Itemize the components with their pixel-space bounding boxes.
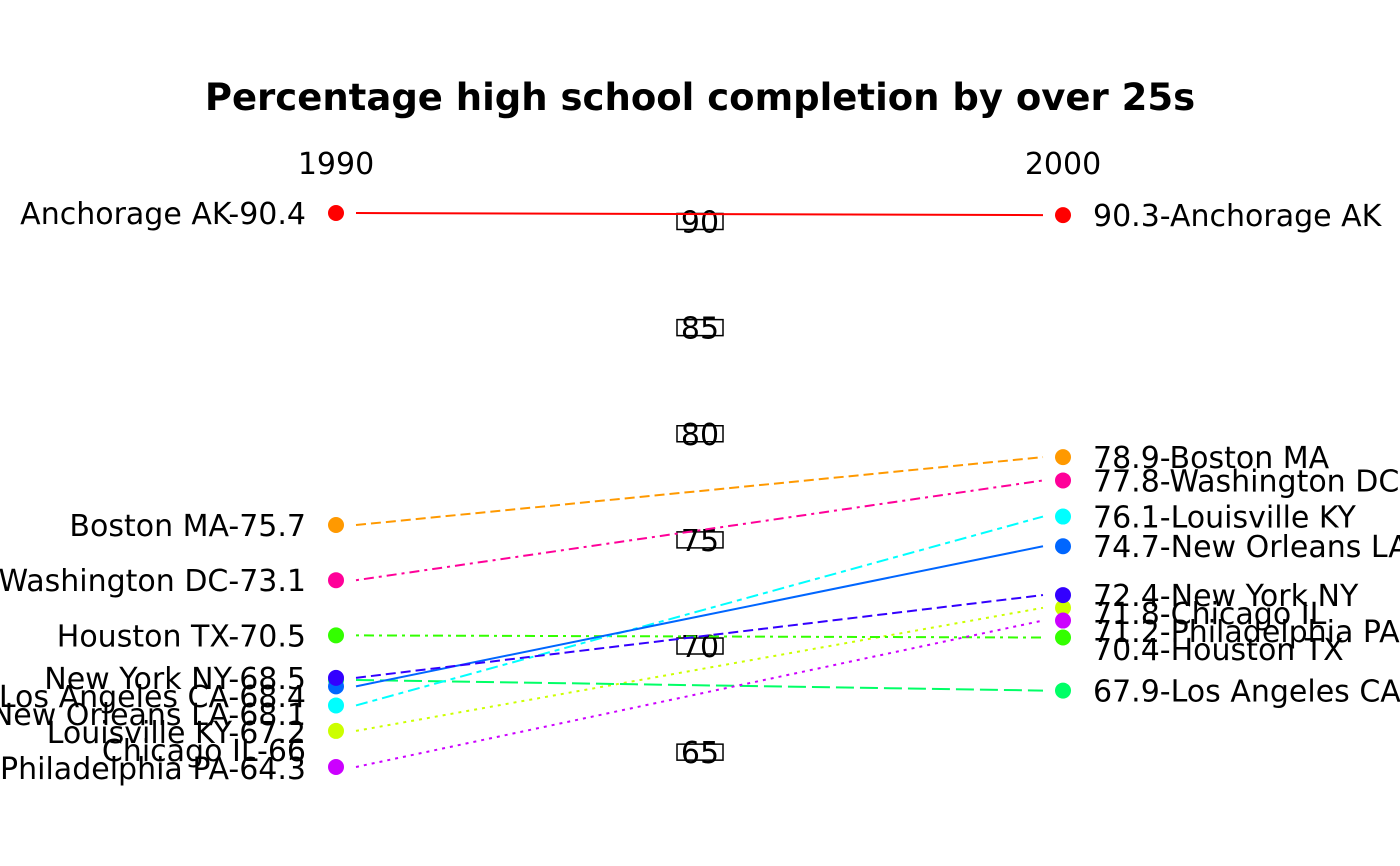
label-1990-boston-ma: Boston MA-75.7	[69, 509, 306, 544]
label-2000-louisville-ky: 76.1-Louisville KY	[1093, 501, 1356, 536]
point-2000-anchorage-ak	[1055, 207, 1071, 224]
series-line-philadelphia-pa	[355, 619, 1044, 768]
point-2000-houston-tx	[1055, 629, 1071, 646]
point-1990-boston-ma	[328, 517, 344, 534]
series-line-new-orleans-la	[355, 545, 1044, 688]
y-tick-label-80: 80	[681, 418, 719, 453]
point-2000-louisville-ky	[1055, 508, 1071, 525]
label-2000-philadelphia-pa: 71.2-Philadelphia PA	[1093, 615, 1400, 650]
x-label-1990: 1990	[298, 147, 374, 182]
point-1990-new-york-ny	[328, 669, 344, 686]
y-tick-label-65: 65	[681, 736, 719, 771]
point-1990-washington-dc	[328, 572, 344, 589]
point-2000-chicago-il	[1055, 599, 1071, 616]
point-2000-boston-ma	[1055, 449, 1071, 466]
x-label-2000: 2000	[1025, 147, 1101, 182]
series-line-los-angeles-ca	[355, 678, 1044, 692]
series-line-washington-dc	[355, 479, 1044, 582]
label-1990-new-orleans-la: New Orleans LA-68.1	[0, 698, 306, 733]
series-line-louisville-ky	[355, 515, 1044, 707]
point-2000-new-york-ny	[1055, 587, 1071, 604]
y-tick-box-85	[676, 318, 724, 337]
label-1990-anchorage-ak: Anchorage AK-90.4	[20, 197, 306, 232]
label-2000-houston-tx: 70.4-Houston TX	[1093, 633, 1344, 668]
label-1990-washington-dc: Washington DC-73.1	[0, 564, 306, 599]
y-tick-label-70: 70	[681, 630, 719, 665]
y-tick-box-75	[676, 531, 724, 549]
point-2000-new-orleans-la	[1055, 538, 1071, 555]
label-2000-new-york-ny: 72.4-New York NY	[1093, 579, 1359, 614]
y-tick-box-70	[676, 637, 724, 655]
label-1990-los-angeles-ca: Los Angeles CA-68.4	[0, 680, 306, 715]
point-2000-philadelphia-pa	[1055, 612, 1071, 629]
point-2000-los-angeles-ca	[1055, 682, 1071, 699]
label-1990-new-york-ny: New York NY-68.5	[44, 662, 306, 697]
label-2000-boston-ma: 78.9-Boston MA	[1093, 441, 1330, 476]
series-line-boston-ma	[355, 456, 1044, 527]
label-1990-chicago-il: Chicago IL-66	[102, 734, 306, 769]
label-2000-new-orleans-la: 74.7-New Orleans LA	[1093, 530, 1400, 565]
label-1990-louisville-ky: Louisville KY-67.2	[47, 716, 306, 751]
series-lines	[355, 212, 1044, 768]
series-points	[328, 205, 1071, 775]
point-1990-louisville-ky	[328, 697, 344, 714]
point-1990-houston-tx	[328, 627, 344, 644]
y-tick-label-90: 90	[681, 205, 719, 240]
chart-title: Percentage high school completion by ove…	[205, 76, 1195, 119]
label-2000-washington-dc: 77.8-Washington DC	[1093, 464, 1399, 499]
series-labels: Anchorage AK-90.4 90.3-Anchorage AK Boston…	[0, 197, 1400, 787]
point-2000-washington-dc	[1055, 472, 1071, 489]
series-line-chicago-il	[355, 606, 1044, 732]
label-1990-philadelphia-pa: Philadelphia PA-64.3	[0, 752, 306, 787]
y-tick-box-65	[676, 743, 724, 761]
label-2000-chicago-il: 71.8-Chicago IL	[1093, 597, 1327, 632]
label-2000-los-angeles-ca: 67.9-Los Angeles CA	[1093, 675, 1400, 710]
point-1990-chicago-il	[328, 722, 344, 739]
label-2000-anchorage-ak: 90.3-Anchorage AK	[1093, 199, 1383, 234]
y-tick-box-80	[676, 425, 724, 443]
point-1990-philadelphia-pa	[328, 759, 344, 775]
series-line-new-york-ny	[355, 594, 1044, 679]
label-1990-houston-tx: Houston TX-70.5	[57, 619, 306, 654]
point-1990-anchorage-ak	[328, 205, 344, 221]
y-tick-label-85: 85	[681, 312, 719, 347]
series-line-anchorage-ak	[355, 212, 1044, 217]
